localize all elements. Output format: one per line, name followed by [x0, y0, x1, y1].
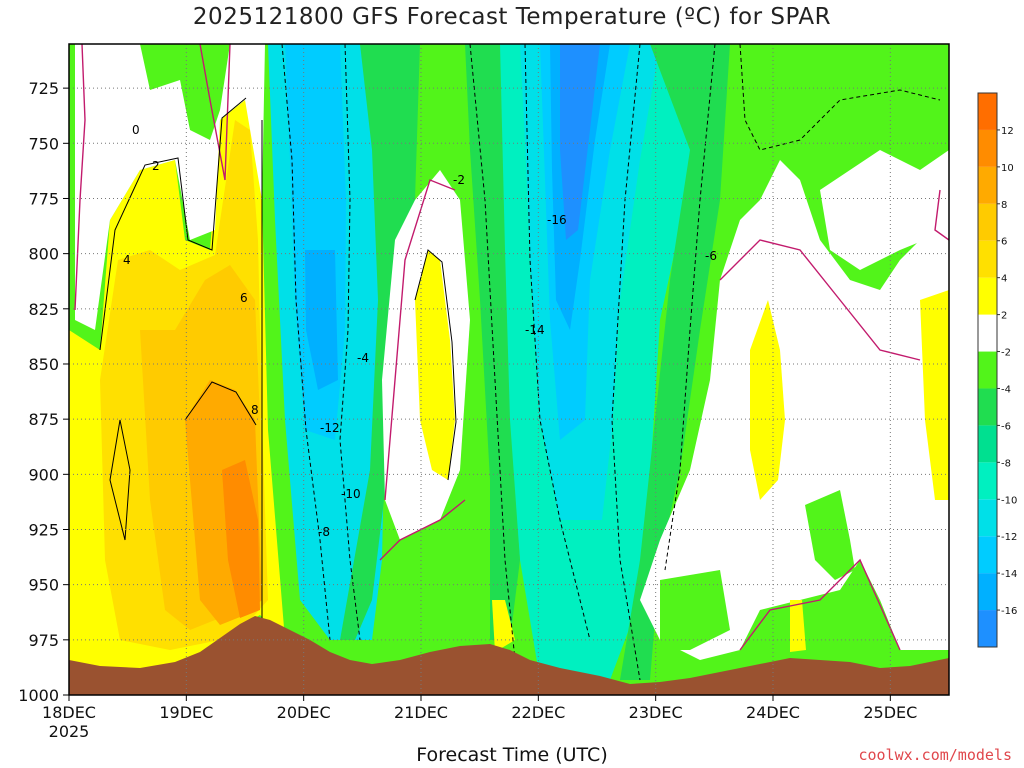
- contour-label: 8: [251, 403, 259, 417]
- x-tick-label: 20DEC: [277, 703, 331, 722]
- x-tick-label: 19DEC: [159, 703, 213, 722]
- colorbar-swatch: [978, 536, 997, 574]
- x-axis: 18DEC 19DEC 20DEC 21DEC 22DEC 23DEC 24DEC 25DEC…: [42, 695, 917, 741]
- x-tick-label: 25DEC: [863, 703, 917, 722]
- x-tick-label: 22DEC: [511, 703, 565, 722]
- colorbar-tick-label: 4: [1001, 274, 1007, 285]
- colorbar-swatch: [978, 203, 997, 241]
- plot-frame: [68, 43, 950, 696]
- warm-core4-18-19dec: [222, 460, 260, 618]
- contour-label: -10: [341, 487, 361, 501]
- colorbar-frame: [977, 92, 998, 648]
- colorbar-swatch: [978, 277, 997, 315]
- green-island-23dec: [660, 570, 730, 650]
- x-tick-label: 18DEC: [42, 703, 96, 722]
- y-tick-label: 775: [28, 189, 59, 208]
- contour-label: 6: [240, 291, 248, 305]
- x-axis-label: Forecast Time (UTC): [416, 744, 608, 766]
- credit-link[interactable]: coolwx.com/models: [858, 746, 1012, 764]
- y-tick-label: 950: [28, 576, 59, 595]
- x-tick-label: 21DEC: [394, 703, 448, 722]
- colorbar-swatch: [978, 425, 997, 463]
- y-tick-label: 875: [28, 410, 59, 429]
- x-year-label: 2025: [49, 722, 90, 741]
- colorbar-swatch: [978, 166, 997, 204]
- y-axis: 725 750 775 800 825 850 875 900 925 950 975 1000: [18, 79, 69, 705]
- contour-label: -12: [320, 421, 340, 435]
- warm-spot-25dec: [920, 290, 949, 500]
- colorbar-tick-label: -12: [1001, 532, 1017, 543]
- warm-core-21dec: [415, 250, 455, 480]
- warm-spot-24dec: [750, 300, 785, 500]
- colorbar-tick-label: 6: [1001, 237, 1007, 248]
- green-island-24dec: [805, 490, 855, 580]
- solid-contours: [99, 97, 457, 650]
- grid: [69, 44, 949, 695]
- colorbar-tick-label: 2: [1001, 311, 1007, 322]
- white-zone-top-left: [75, 44, 265, 330]
- warm-spot-24dec-low: [790, 600, 806, 652]
- colorbar-tick-label: -16: [1001, 606, 1017, 617]
- cold-core3-22dec: [560, 44, 600, 240]
- colorbar-tick-label: -6: [1001, 421, 1011, 432]
- colorbar-tick-label: -2: [1001, 348, 1011, 359]
- y-tick-label: 825: [28, 300, 59, 319]
- colorbar-tick-label: 12: [1001, 126, 1014, 137]
- contour-label: -6: [705, 249, 717, 263]
- contour-labels: 0 2 4 6 8 -2 -4 -6 -8 -10 -12 -14 -16: [123, 123, 717, 539]
- y-tick-label: 750: [28, 134, 59, 153]
- white-zone-2: [820, 150, 949, 270]
- colorbar-tick-label: -8: [1001, 458, 1011, 469]
- colorbar-swatch: [978, 93, 997, 130]
- band-minus6-b: [620, 44, 730, 680]
- y-tick-label: 725: [28, 79, 59, 98]
- zero-contours: [74, 44, 949, 651]
- y-tick-label: 925: [28, 520, 59, 539]
- cold-core2-20dec: [305, 250, 338, 390]
- contour-label: -8: [318, 525, 330, 539]
- y-tick-label: 850: [28, 355, 59, 374]
- colorbar-swatch: [978, 499, 997, 537]
- y-tick-label: 900: [28, 465, 59, 484]
- heatmap-field: [69, 44, 949, 695]
- colorbar-swatch: [978, 314, 997, 352]
- contour-label: -16: [547, 213, 567, 227]
- chart-title: 2025121800 GFS Forecast Temperature (ºC)…: [192, 4, 832, 30]
- contour-label: 2: [152, 159, 160, 173]
- contour-label: 0: [132, 123, 140, 137]
- colorbar-swatch: [978, 610, 997, 647]
- colorbar-tick-label: -10: [1001, 495, 1017, 506]
- x-tick-label: 24DEC: [746, 703, 800, 722]
- colorbar-swatch: [978, 240, 997, 278]
- contour-label: -14: [525, 323, 545, 337]
- white-zone-right: [640, 160, 949, 660]
- colorbar-tick-label: -4: [1001, 384, 1011, 395]
- y-tick-label: 975: [28, 631, 59, 650]
- colorbar-tick-label: 10: [1001, 163, 1014, 174]
- colorbar-swatch: [978, 129, 997, 167]
- contour-label: 4: [123, 253, 131, 267]
- contour-label: -2: [453, 173, 465, 187]
- y-tick-label: 1000: [18, 686, 59, 705]
- band-minus6-a: [340, 44, 420, 640]
- colorbar-swatch: [978, 388, 997, 426]
- band-minus6-c: [465, 44, 520, 640]
- colorbar: -16 -14 -12 -10 -8 -6 -4 -2 2 4 6 8 10 12: [977, 92, 1017, 648]
- colorbar-swatch: [978, 573, 997, 611]
- contour-label: -4: [357, 351, 369, 365]
- x-tick-label: 23DEC: [629, 703, 683, 722]
- colorbar-swatch: [978, 351, 997, 389]
- dashed-contours: [281, 44, 941, 681]
- terrain: [69, 616, 949, 695]
- colorbar-tick-label: 8: [1001, 200, 1007, 211]
- warm-spot-21dec-low: [492, 600, 515, 652]
- colorbar-tick-label: -14: [1001, 569, 1017, 580]
- y-tick-label: 800: [28, 245, 59, 264]
- colorbar-swatch: [978, 462, 997, 500]
